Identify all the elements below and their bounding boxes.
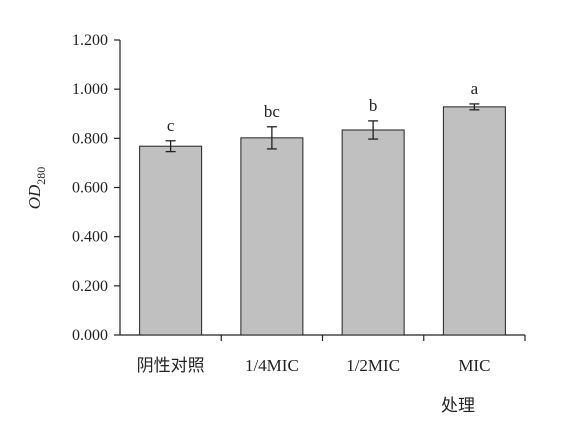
significance-label: b [369,96,378,115]
x-axis [120,334,526,341]
y-tick-label: 0.000 [72,327,108,344]
y-tick-label: 0.400 [72,229,108,246]
bars [139,103,506,336]
labels: c 阴性对照 bc 1/4MIC b 1/2MIC a MIC [137,79,491,375]
bar [240,137,304,336]
category-label: 1/2MIC [346,356,400,375]
bar [442,106,506,336]
significance-label: a [471,79,479,98]
significance-label: bc [264,102,281,121]
y-tick-label: 0.200 [72,278,108,295]
bar [139,145,203,336]
y-axis: 0.000 0.200 0.400 0.600 0.800 1.000 1.200 [72,32,121,344]
category-label: MIC [458,356,490,375]
y-axis-title: OD280 [25,167,48,210]
bar [341,129,405,336]
y-tick-label: 0.800 [72,130,108,147]
category-label: 阴性对照 [137,356,205,375]
y-tick-label: 1.000 [72,81,108,98]
category-label: 1/4MIC [245,356,299,375]
y-tick-label: 1.200 [72,32,108,49]
x-axis-title: 处理 [441,396,475,415]
significance-label: c [167,116,175,135]
y-tick-label: 0.600 [72,180,108,197]
